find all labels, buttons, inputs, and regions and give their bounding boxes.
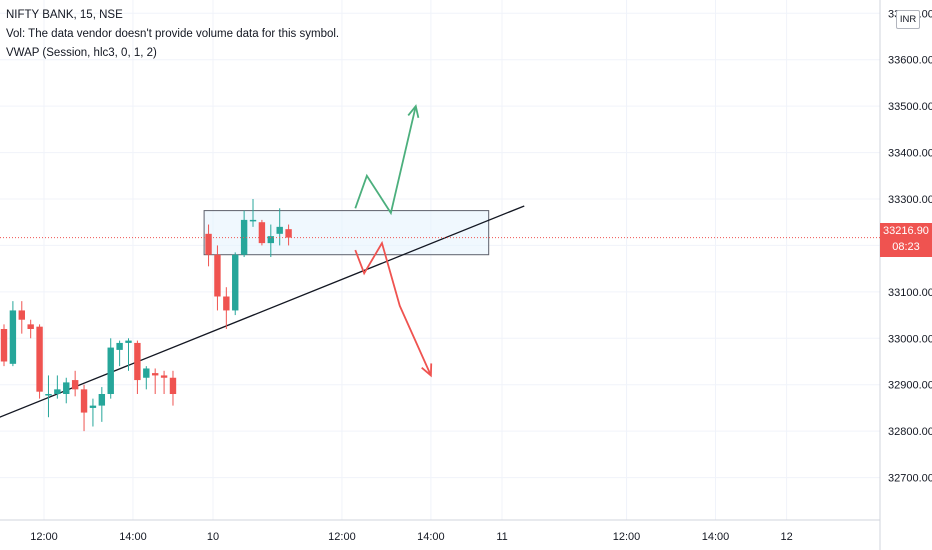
last-price-tag: 33216.90 08:23 [880,223,932,257]
price-tick-label: 33600.00 [888,55,932,67]
time-tick-label: 12 [780,531,792,543]
price-tick-label: 32800.00 [888,426,932,438]
candle-up [232,252,239,316]
candle-down [258,219,266,246]
candle-body [71,380,79,390]
price-tick-label: 33500.00 [888,101,932,113]
time-tick-label: 14:00 [702,531,730,543]
bearish-arrow-head [421,363,433,378]
time-tick-label: 12:00 [328,531,356,543]
candle-body [89,405,97,408]
candle-body [143,368,150,378]
candles [0,199,292,432]
bullish-scenario-path [354,105,417,216]
bullish-arrow-head [407,104,420,119]
candle-down [36,324,43,399]
candle-body [169,377,177,394]
candle-up [240,210,248,258]
candle-body [27,324,34,329]
candle-body [151,373,159,376]
currency-badge[interactable]: INR [896,10,920,29]
time-tick-label: 14:00 [119,531,147,543]
candle-up [63,377,70,404]
candle-down [134,340,141,394]
candle-down [214,245,221,311]
vwap-indicator-label[interactable]: VWAP (Session, hlc3, 0, 1, 2) [6,47,157,59]
volume-indicator-label[interactable]: Vol: The data vendor doesn't provide vol… [6,28,340,40]
candle-up [125,338,132,371]
ascending-trendline [0,205,525,418]
candle-up [276,208,283,246]
candle-down [0,324,8,367]
candle-body [63,382,70,394]
price-tick-label: 33400.00 [888,148,932,160]
candle-body [285,229,292,238]
symbol-title[interactable]: NIFTY BANK, 15, NSE [6,9,123,21]
consolidation-zone [203,210,490,256]
candle-body [80,389,88,413]
candle-body [98,394,106,406]
candle-body [45,394,52,396]
time-tick-label: 12:00 [613,531,641,543]
candle-body [223,296,230,311]
candle-body [205,233,212,255]
time-tick-label: 10 [207,531,219,543]
candle-body [232,254,239,311]
candle-up [89,398,97,427]
time-tick-label: 11 [496,531,507,543]
time-tick-label: 12:00 [30,531,58,543]
candle-up [116,340,123,367]
price-tick-label: 32700.00 [888,473,932,485]
candle-down [151,368,159,394]
bar-countdown: 08:23 [892,241,920,253]
candle-body [160,375,168,378]
candle-up [249,199,257,227]
candle-body [36,326,43,392]
price-tick-label: 33000.00 [888,333,932,345]
candle-up [267,224,275,258]
candle-body [267,236,275,244]
candle-body [276,226,283,234]
price-tick-label: 32900.00 [888,380,932,392]
price-tick-label: 33100.00 [888,287,932,299]
candle-body [258,222,266,244]
chart-legend: NIFTY BANK, 15, NSE Vol: The data vendor… [6,6,339,63]
candle-body [54,389,61,394]
candle-down [169,370,177,406]
candle-body [214,254,221,297]
candle-down [80,384,88,432]
candle-down [71,370,79,397]
candle-body [249,219,257,222]
candle-down [205,224,212,267]
price-tick-label: 33300.00 [888,194,932,206]
candle-up [45,375,52,418]
candle-body [134,342,141,381]
candle-up [98,387,106,422]
time-axis: 12:00 14:00 10 12:00 14:00 11 12:00 14:00 12 [30,531,792,543]
candle-up [54,375,61,399]
candle-body [240,219,248,255]
candle-body [107,347,114,394]
candle-body [116,342,123,350]
candle-down [18,301,25,334]
candle-body [125,340,132,343]
candle-body [9,310,17,364]
last-price-value: 33216.90 [883,225,929,237]
candle-down [223,287,230,329]
candle-up [107,338,114,399]
time-tick-label: 14:00 [417,531,445,543]
candle-up [143,366,150,390]
candle-down [27,319,34,339]
candle-down [285,224,292,246]
candle-body [18,310,25,320]
candle-down [160,370,168,394]
bearish-scenario-path [354,240,432,376]
grid-lines [0,0,880,520]
candle-body [0,329,8,362]
candle-up [9,301,17,367]
